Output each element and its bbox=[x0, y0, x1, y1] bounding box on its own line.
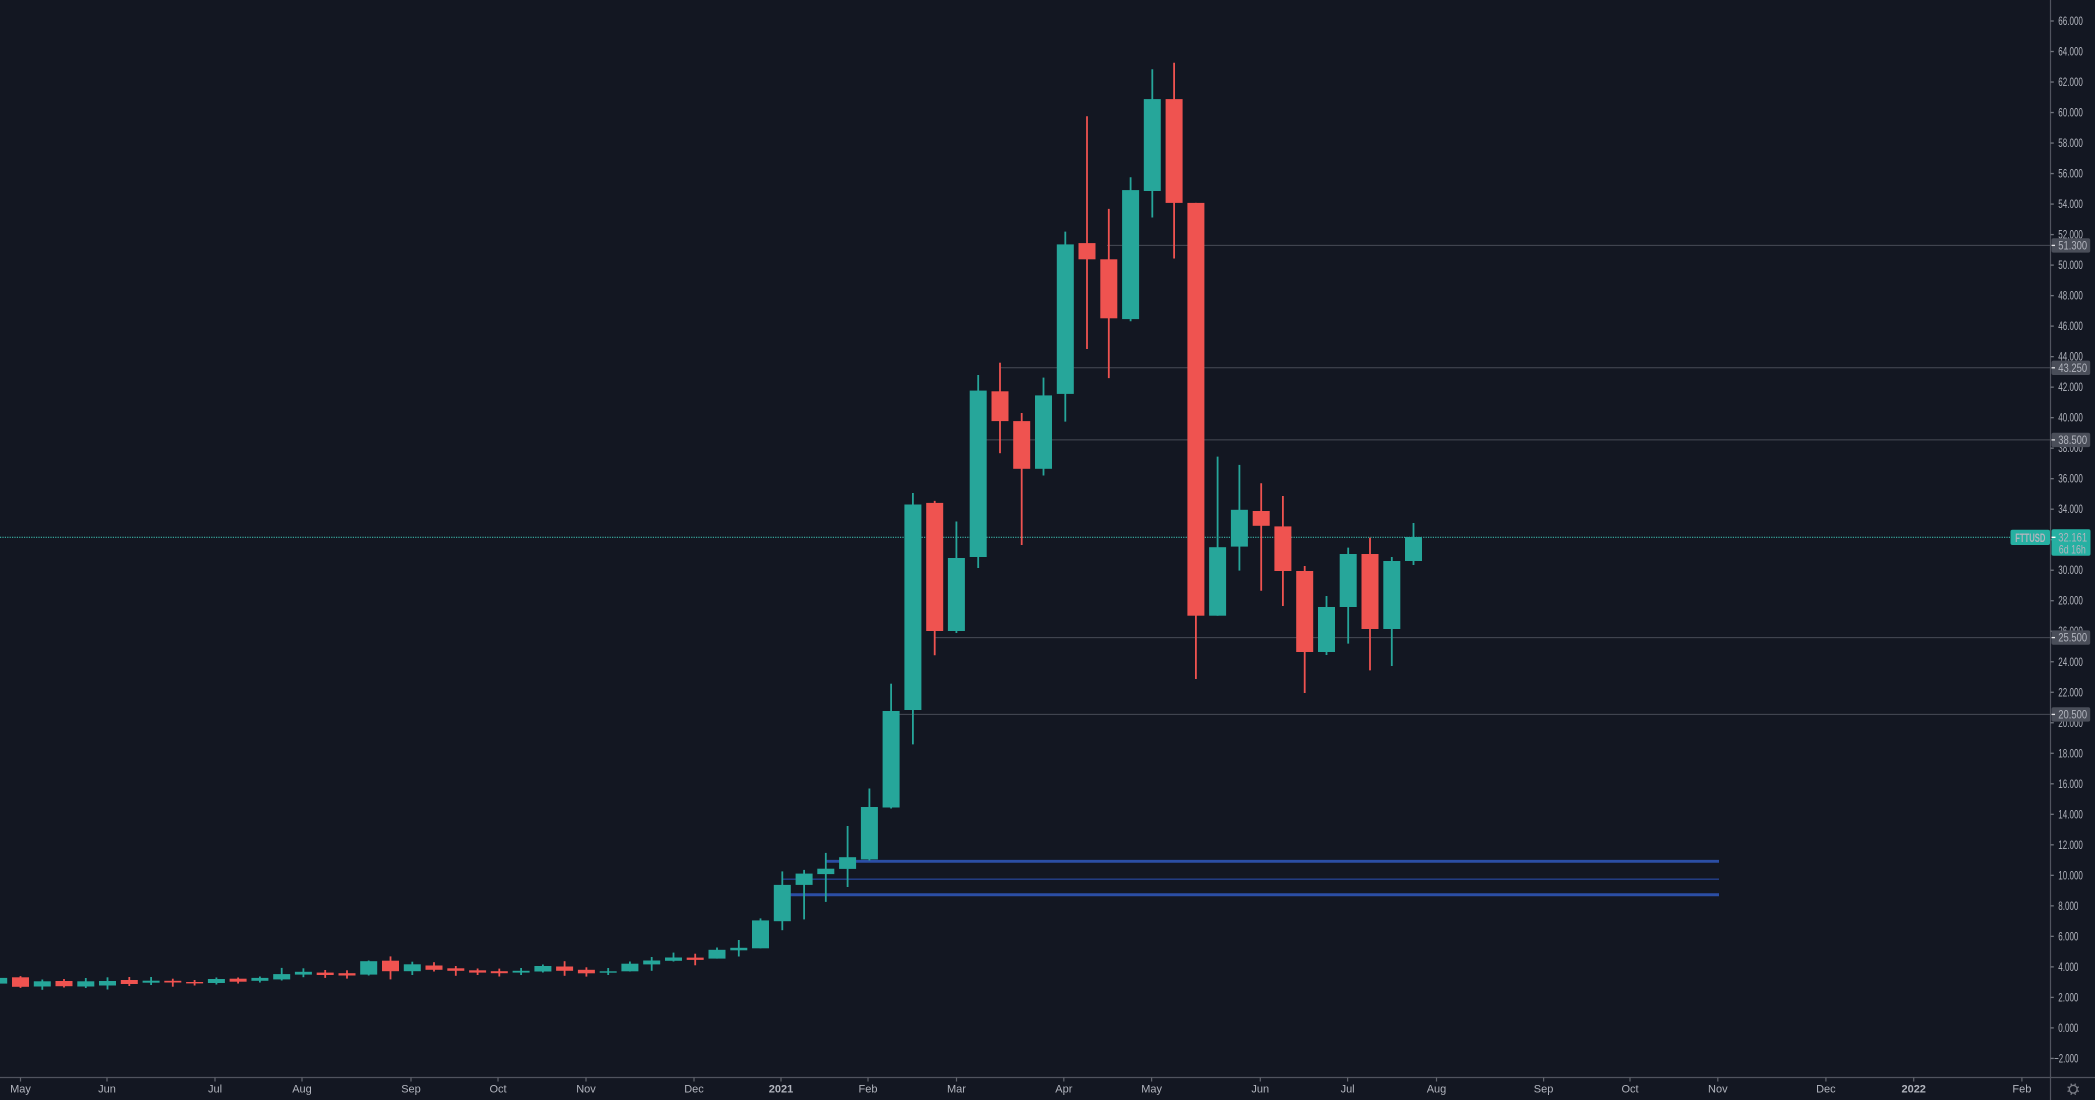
svg-text:36.000: 36.000 bbox=[2058, 472, 2083, 486]
svg-text:May: May bbox=[10, 1084, 31, 1096]
svg-text:48.000: 48.000 bbox=[2058, 289, 2083, 303]
svg-text:Jun: Jun bbox=[98, 1084, 116, 1096]
svg-text:24.000: 24.000 bbox=[2058, 655, 2083, 669]
svg-text:6d 16h: 6d 16h bbox=[2059, 543, 2086, 557]
svg-text:0.000: 0.000 bbox=[2058, 1021, 2078, 1035]
svg-text:FTTUSD: FTTUSD bbox=[2015, 531, 2045, 545]
svg-text:Apr: Apr bbox=[1055, 1084, 1072, 1096]
svg-text:Sep: Sep bbox=[401, 1084, 421, 1096]
svg-text:52.000: 52.000 bbox=[2058, 228, 2083, 242]
svg-text:64.000: 64.000 bbox=[2058, 45, 2083, 59]
svg-text:46.000: 46.000 bbox=[2058, 319, 2083, 333]
svg-text:Nov: Nov bbox=[576, 1084, 596, 1096]
svg-text:2021: 2021 bbox=[769, 1084, 793, 1096]
svg-text:42.000: 42.000 bbox=[2058, 380, 2083, 394]
svg-text:43.250: 43.250 bbox=[2058, 361, 2087, 375]
svg-text:58.000: 58.000 bbox=[2058, 136, 2083, 150]
svg-text:Mar: Mar bbox=[947, 1084, 966, 1096]
svg-text:Jul: Jul bbox=[208, 1084, 222, 1096]
svg-text:Aug: Aug bbox=[292, 1084, 312, 1096]
svg-text:12.000: 12.000 bbox=[2058, 838, 2083, 852]
svg-text:Jun: Jun bbox=[1251, 1084, 1269, 1096]
svg-text:Oct: Oct bbox=[1621, 1084, 1638, 1096]
svg-text:20.500: 20.500 bbox=[2058, 707, 2087, 721]
svg-text:Dec: Dec bbox=[1816, 1084, 1836, 1096]
svg-text:14.000: 14.000 bbox=[2058, 807, 2083, 821]
svg-text:56.000: 56.000 bbox=[2058, 167, 2083, 181]
svg-text:38.500: 38.500 bbox=[2058, 433, 2087, 447]
svg-text:−2.000: −2.000 bbox=[2054, 1051, 2079, 1065]
svg-text:Dec: Dec bbox=[684, 1084, 704, 1096]
svg-text:28.000: 28.000 bbox=[2058, 594, 2083, 608]
svg-text:34.000: 34.000 bbox=[2058, 502, 2083, 516]
svg-text:60.000: 60.000 bbox=[2058, 106, 2083, 120]
svg-text:50.000: 50.000 bbox=[2058, 258, 2083, 272]
svg-text:44.000: 44.000 bbox=[2058, 350, 2083, 364]
svg-text:Sep: Sep bbox=[1534, 1084, 1554, 1096]
svg-text:4.000: 4.000 bbox=[2058, 960, 2078, 974]
svg-text:22.000: 22.000 bbox=[2058, 685, 2083, 699]
svg-text:10.000: 10.000 bbox=[2058, 868, 2083, 882]
svg-text:51.300: 51.300 bbox=[2058, 238, 2087, 252]
svg-text:Oct: Oct bbox=[489, 1084, 506, 1096]
svg-text:Feb: Feb bbox=[859, 1084, 878, 1096]
svg-text:30.000: 30.000 bbox=[2058, 563, 2083, 577]
svg-text:2.000: 2.000 bbox=[2058, 990, 2078, 1004]
svg-text:Aug: Aug bbox=[1427, 1084, 1447, 1096]
svg-text:8.000: 8.000 bbox=[2058, 899, 2078, 913]
svg-text:62.000: 62.000 bbox=[2058, 75, 2083, 89]
svg-text:66.000: 66.000 bbox=[2058, 14, 2083, 28]
svg-text:54.000: 54.000 bbox=[2058, 197, 2083, 211]
svg-text:2022: 2022 bbox=[1901, 1084, 1925, 1096]
svg-text:32.161: 32.161 bbox=[2058, 530, 2087, 544]
svg-text:40.000: 40.000 bbox=[2058, 411, 2083, 425]
svg-text:Jul: Jul bbox=[1341, 1084, 1355, 1096]
svg-text:16.000: 16.000 bbox=[2058, 777, 2083, 791]
svg-text:6.000: 6.000 bbox=[2058, 929, 2078, 943]
svg-text:May: May bbox=[1141, 1084, 1162, 1096]
svg-text:Nov: Nov bbox=[1708, 1084, 1728, 1096]
svg-text:18.000: 18.000 bbox=[2058, 746, 2083, 760]
svg-text:Feb: Feb bbox=[2012, 1084, 2031, 1096]
svg-text:25.500: 25.500 bbox=[2058, 631, 2087, 645]
